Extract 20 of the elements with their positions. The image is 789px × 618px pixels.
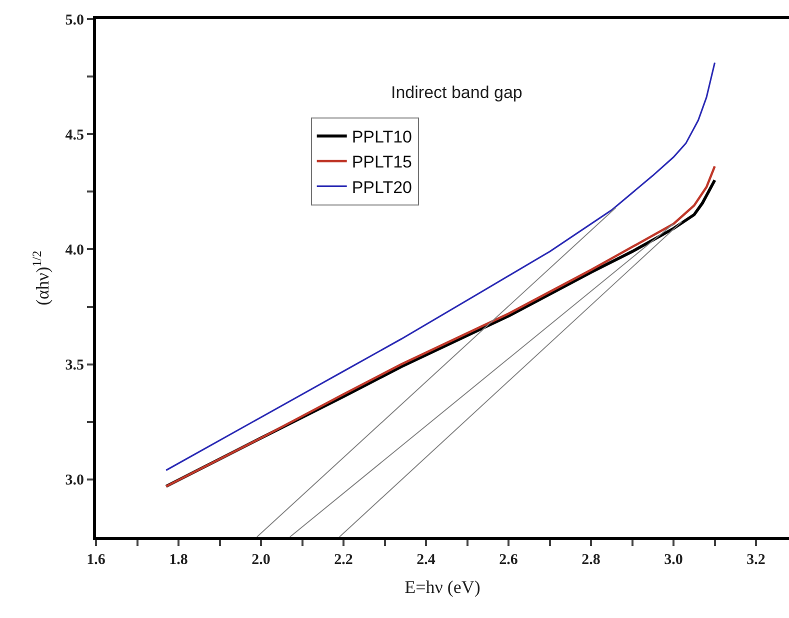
x-tick-label: 2.6: [499, 552, 518, 568]
legend-label: PPLT20: [352, 178, 412, 197]
y-tick-label: 4.5: [65, 127, 84, 144]
x-axis-title: E=hν (eV): [404, 577, 480, 598]
legend-label: PPLT15: [352, 152, 412, 172]
x-tick-label: 1.8: [169, 552, 188, 568]
x-tick-label: 1.6: [86, 552, 106, 568]
y-tick-label: 3.0: [65, 472, 84, 489]
y-tick-label: 5.0: [65, 12, 84, 28]
x-tick-label: 2.4: [416, 552, 436, 568]
line-series: [165, 62, 716, 472]
legend-label: PPLT10: [352, 128, 412, 147]
x-tick-label: 2.8: [582, 552, 600, 568]
x-tick-label: 3.2: [746, 552, 766, 568]
y-tick-label: 4.0: [65, 242, 84, 258]
x-tick-label: 2.0: [252, 552, 270, 568]
annotation: Indirect band gap: [391, 83, 522, 102]
x-tick-label: 3.0: [664, 552, 683, 568]
y-tick-label: 3.5: [65, 358, 84, 374]
x-tick-label: 2.2: [334, 552, 353, 568]
